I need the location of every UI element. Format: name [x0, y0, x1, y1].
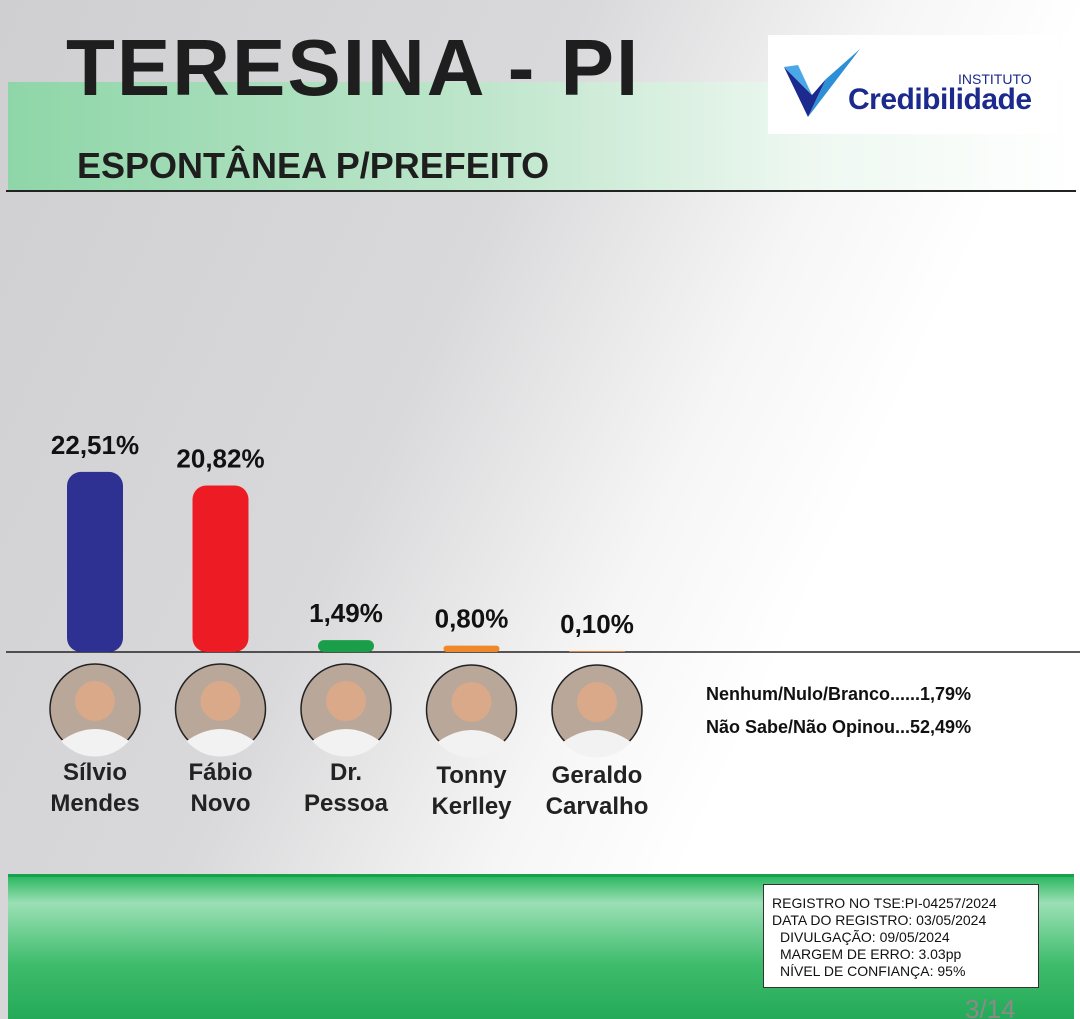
photo-shirt	[563, 730, 631, 758]
registry-line: NÍVEL DE CONFIANÇA: 95%	[780, 963, 966, 979]
photo-face	[75, 681, 115, 721]
chart-subtitle: ESPONTÂNEA P/PREFEITO	[77, 145, 550, 186]
bar	[192, 485, 249, 652]
photo-face	[200, 681, 241, 721]
bar	[67, 471, 123, 652]
registry-line: MARGEM DE ERRO: 3.03pp	[780, 946, 962, 962]
note: Nenhum/Nulo/Branco......1,79%	[706, 684, 972, 704]
photo-shirt	[437, 730, 506, 758]
page-number: 3/14	[965, 994, 1016, 1019]
candidate-name: Sílvio Mendes	[50, 759, 140, 817]
value-label: 0,10%	[560, 609, 634, 639]
candidate-name: Tonny Kerlley	[431, 762, 512, 820]
photo-shirt	[61, 729, 129, 757]
candidate-name: Fábio Novo	[188, 759, 253, 817]
logo-small-text: INSTITUTO	[958, 71, 1032, 87]
chart-title: TERESINA - PI	[66, 23, 641, 112]
note: Não Sabe/Não Opinou...52,49%	[706, 717, 972, 737]
bar	[569, 651, 625, 652]
header-rule	[6, 190, 1076, 192]
photo-face	[451, 682, 492, 722]
logo-mark	[784, 49, 860, 117]
logo: INSTITUTO Credibilidade	[768, 35, 1058, 134]
photo-face	[577, 682, 617, 722]
value-label: 1,49%	[309, 598, 383, 628]
candidate-name: Geraldo Carvalho	[545, 762, 649, 820]
photo-face	[326, 681, 366, 721]
photo-shirt	[186, 729, 255, 757]
value-label: 22,51%	[51, 430, 139, 460]
bar	[318, 640, 374, 652]
registry-line: REGISTRO NO TSE:PI-04257/2024	[772, 895, 997, 911]
photo-shirt	[312, 729, 380, 757]
value-label: 0,80%	[435, 604, 509, 634]
value-label: 20,82%	[176, 443, 264, 473]
logo-name: Credibilidade	[848, 83, 1032, 116]
registry-box: REGISTRO NO TSE:PI-04257/2024 DATA DO RE…	[763, 884, 1039, 988]
registry-line: DATA DO REGISTRO: 03/05/2024	[772, 912, 987, 928]
candidate-name: Dr. Pessoa	[303, 759, 389, 817]
bar	[443, 645, 500, 652]
registry-line: DIVULGAÇÃO: 09/05/2024	[780, 929, 950, 945]
